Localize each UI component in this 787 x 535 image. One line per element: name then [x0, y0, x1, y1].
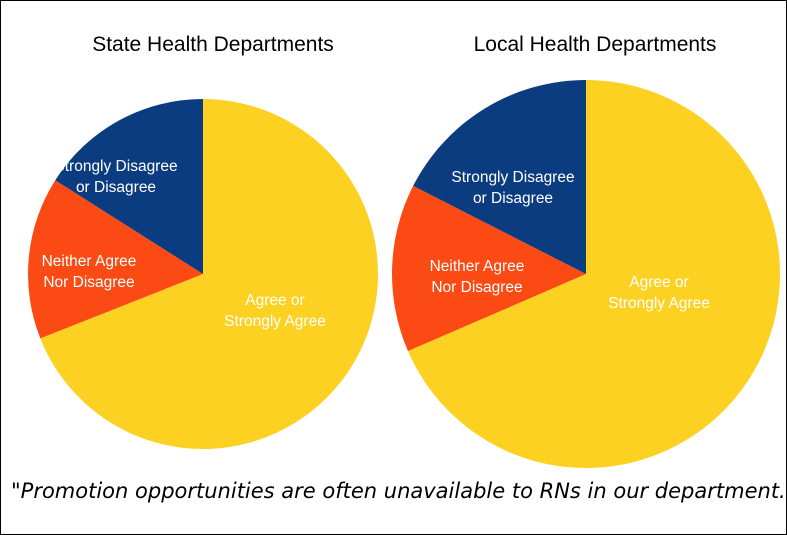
local-slice-agree-or-strongly-agree [407, 80, 781, 468]
state-slice-neither-agree-nor-disagree [27, 180, 203, 339]
local-pie-title: Local Health Departments [473, 33, 717, 56]
local-label-strongly-disagree-or-disagree: Strongly Disagree or Disagree [451, 169, 574, 207]
state-label-neither-agree-nor-disagree: Neither Agree Nor Disagree [42, 253, 137, 291]
state-slice-strongly-disagree-or-disagree [55, 99, 203, 274]
chart-caption: "Promotion opportunities are often unava… [11, 479, 787, 503]
local-label-neither-agree-nor-disagree: Neither Agree Nor Disagree [430, 258, 525, 296]
local-pie-chart: Agree or Strongly Agree Neither Agree Nor D… [392, 80, 781, 468]
local-slice-strongly-disagree-or-disagree [413, 80, 586, 274]
state-label-agree-or-strongly-agree: Agree or Strongly Agree [224, 292, 326, 330]
state-pie-chart: Agree or Strongly Agree Neither Agree Nor D… [27, 99, 379, 449]
local-slice-neither-agree-nor-disagree [392, 185, 586, 352]
state-label-strongly-disagree-or-disagree: Strongly Disagree or Disagree [54, 158, 177, 196]
state-slice-agree-or-strongly-agree [40, 99, 379, 449]
local-label-agree-or-strongly-agree: Agree or Strongly Agree [608, 274, 710, 312]
state-pie-title: State Health Departments [92, 33, 334, 56]
